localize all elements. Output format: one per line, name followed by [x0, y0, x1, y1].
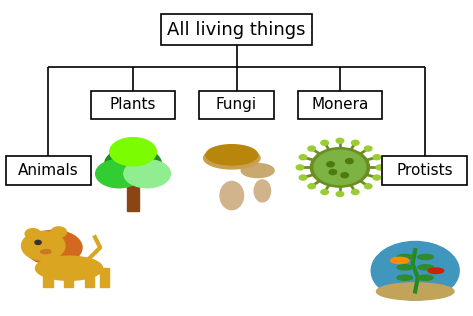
- Circle shape: [299, 155, 307, 160]
- Circle shape: [35, 240, 41, 245]
- Circle shape: [351, 190, 359, 195]
- Ellipse shape: [377, 283, 454, 300]
- FancyBboxPatch shape: [6, 156, 91, 185]
- Circle shape: [376, 165, 384, 170]
- Text: Protists: Protists: [396, 163, 453, 178]
- Text: Fungi: Fungi: [216, 97, 257, 112]
- Circle shape: [327, 162, 334, 167]
- Circle shape: [314, 150, 366, 185]
- Circle shape: [321, 190, 328, 195]
- Bar: [64, 268, 73, 287]
- Ellipse shape: [397, 254, 412, 259]
- Circle shape: [341, 173, 349, 178]
- Ellipse shape: [220, 181, 244, 210]
- Ellipse shape: [96, 160, 142, 188]
- Circle shape: [308, 146, 315, 151]
- Circle shape: [321, 140, 328, 145]
- Bar: [43, 268, 53, 287]
- FancyBboxPatch shape: [91, 91, 175, 119]
- Ellipse shape: [41, 250, 51, 254]
- Circle shape: [336, 138, 344, 143]
- Ellipse shape: [241, 163, 274, 178]
- Bar: [85, 268, 94, 287]
- Ellipse shape: [418, 275, 433, 280]
- Text: Plants: Plants: [110, 97, 156, 112]
- Ellipse shape: [397, 265, 412, 270]
- Circle shape: [296, 165, 304, 170]
- Circle shape: [371, 241, 459, 300]
- Circle shape: [351, 140, 359, 145]
- Ellipse shape: [124, 160, 170, 188]
- Circle shape: [299, 175, 307, 180]
- Circle shape: [308, 184, 315, 189]
- Circle shape: [373, 155, 381, 160]
- Text: Monera: Monera: [311, 97, 368, 112]
- Circle shape: [365, 184, 372, 189]
- Ellipse shape: [254, 180, 271, 202]
- Circle shape: [329, 170, 337, 175]
- Circle shape: [365, 146, 372, 151]
- Circle shape: [346, 159, 353, 164]
- Bar: [127, 180, 139, 211]
- Ellipse shape: [110, 138, 157, 166]
- Circle shape: [51, 227, 67, 237]
- Ellipse shape: [428, 268, 444, 274]
- Text: All living things: All living things: [167, 21, 306, 39]
- Ellipse shape: [397, 275, 412, 280]
- FancyBboxPatch shape: [298, 91, 382, 119]
- FancyBboxPatch shape: [199, 91, 274, 119]
- Circle shape: [336, 191, 344, 197]
- Circle shape: [373, 175, 381, 180]
- Ellipse shape: [391, 257, 409, 264]
- Text: Animals: Animals: [18, 163, 79, 178]
- FancyBboxPatch shape: [382, 156, 467, 185]
- Ellipse shape: [418, 254, 433, 259]
- Ellipse shape: [35, 256, 103, 280]
- Ellipse shape: [206, 145, 258, 165]
- Ellipse shape: [25, 230, 82, 265]
- Ellipse shape: [418, 265, 433, 270]
- Circle shape: [25, 229, 41, 239]
- Ellipse shape: [105, 147, 161, 181]
- Bar: [100, 268, 109, 287]
- FancyBboxPatch shape: [161, 14, 312, 45]
- Circle shape: [310, 148, 369, 187]
- Ellipse shape: [203, 147, 260, 169]
- Circle shape: [21, 231, 65, 260]
